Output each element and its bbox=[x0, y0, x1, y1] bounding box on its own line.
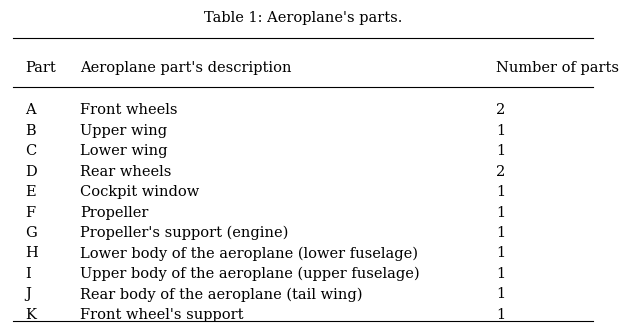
Text: 1: 1 bbox=[496, 144, 506, 158]
Text: 1: 1 bbox=[496, 267, 506, 281]
Text: 1: 1 bbox=[496, 124, 506, 138]
Text: Upper body of the aeroplane (upper fuselage): Upper body of the aeroplane (upper fusel… bbox=[80, 267, 419, 281]
Text: A: A bbox=[26, 104, 36, 118]
Text: Propeller: Propeller bbox=[80, 206, 148, 219]
Text: K: K bbox=[26, 307, 36, 322]
Text: 2: 2 bbox=[496, 165, 506, 179]
Text: Lower wing: Lower wing bbox=[80, 144, 167, 158]
Text: D: D bbox=[26, 165, 37, 179]
Text: Rear body of the aeroplane (tail wing): Rear body of the aeroplane (tail wing) bbox=[80, 287, 362, 301]
Text: J: J bbox=[26, 287, 31, 301]
Text: 2: 2 bbox=[496, 104, 506, 118]
Text: I: I bbox=[26, 267, 31, 281]
Text: C: C bbox=[26, 144, 36, 158]
Text: H: H bbox=[26, 246, 38, 260]
Text: E: E bbox=[26, 185, 36, 199]
Text: 1: 1 bbox=[496, 185, 506, 199]
Text: 1: 1 bbox=[496, 307, 506, 322]
Text: Table 1: Aeroplane's parts.: Table 1: Aeroplane's parts. bbox=[204, 11, 403, 25]
Text: 1: 1 bbox=[496, 287, 506, 301]
Text: Part: Part bbox=[26, 61, 56, 75]
Text: Propeller's support (engine): Propeller's support (engine) bbox=[80, 226, 288, 240]
Text: Number of parts: Number of parts bbox=[496, 61, 620, 75]
Text: Cockpit window: Cockpit window bbox=[80, 185, 199, 199]
Text: 1: 1 bbox=[496, 246, 506, 260]
Text: F: F bbox=[26, 206, 36, 219]
Text: Aeroplane part's description: Aeroplane part's description bbox=[80, 61, 291, 75]
Text: 1: 1 bbox=[496, 206, 506, 219]
Text: 1: 1 bbox=[496, 226, 506, 240]
Text: Front wheel's support: Front wheel's support bbox=[80, 307, 243, 322]
Text: Lower body of the aeroplane (lower fuselage): Lower body of the aeroplane (lower fusel… bbox=[80, 246, 418, 261]
Text: Upper wing: Upper wing bbox=[80, 124, 167, 138]
Text: Rear wheels: Rear wheels bbox=[80, 165, 172, 179]
Text: G: G bbox=[26, 226, 37, 240]
Text: B: B bbox=[26, 124, 36, 138]
Text: Front wheels: Front wheels bbox=[80, 104, 177, 118]
